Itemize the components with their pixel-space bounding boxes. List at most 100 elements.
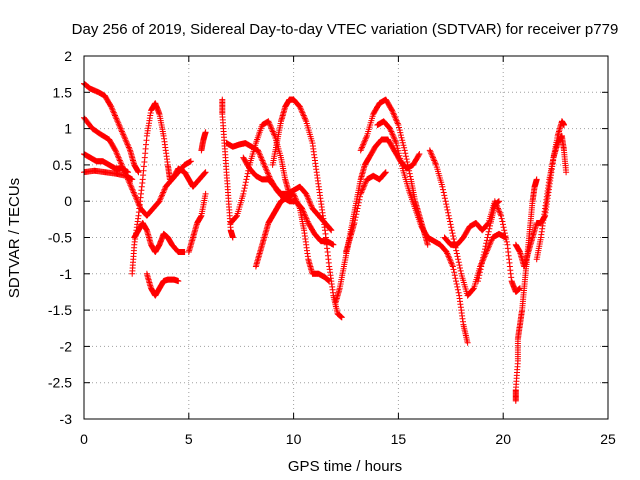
data-points [81, 80, 570, 404]
data-point [455, 256, 462, 263]
data-point [455, 259, 462, 266]
data-point [402, 153, 409, 160]
data-point [351, 220, 358, 226]
y-tick-label: -2 [60, 338, 73, 354]
data-point [354, 205, 361, 212]
data-point [330, 241, 337, 248]
data-point [257, 153, 264, 160]
data-point [123, 138, 130, 145]
data-point [478, 260, 485, 267]
data-point [362, 179, 369, 186]
data-point [157, 196, 164, 203]
data-point [107, 102, 114, 109]
data-point [355, 199, 362, 206]
data-point [255, 147, 261, 154]
data-point [241, 185, 248, 192]
data-point [406, 170, 413, 177]
data-point [451, 269, 458, 276]
data-point [442, 198, 449, 205]
data-point [297, 105, 304, 112]
data-point [431, 159, 438, 165]
data-point [382, 169, 389, 176]
data-point [448, 227, 455, 234]
data-point [352, 214, 359, 221]
data-point [403, 156, 410, 163]
data-point [243, 176, 250, 183]
data-point [407, 173, 414, 180]
data-point [256, 150, 263, 157]
data-point [362, 137, 369, 144]
x-axis-label: GPS time / hours [288, 458, 402, 475]
data-point [118, 127, 125, 134]
data-point [478, 263, 485, 270]
data-point [269, 127, 276, 134]
data-point [266, 119, 273, 126]
y-tick-labels: -3 -2.5 -2 -1.5 -1 -0.5 0 0.5 1 1.5 2 [48, 48, 72, 427]
data-point [455, 289, 462, 296]
data-point [305, 195, 312, 202]
data-point [446, 215, 453, 222]
data-point [501, 227, 508, 234]
y-tick-label: -1.5 [48, 302, 72, 318]
y-tick-label: -1 [60, 266, 73, 282]
data-point [397, 132, 404, 139]
data-point [388, 130, 395, 136]
data-point [264, 169, 271, 176]
data-point [415, 152, 422, 159]
data-point [133, 195, 140, 202]
data-point [390, 110, 397, 117]
y-tick-label: 1.5 [53, 84, 73, 100]
data-point [497, 211, 504, 218]
data-point [328, 227, 335, 234]
data-point [500, 224, 507, 231]
data-point [402, 150, 409, 157]
data-point [360, 185, 367, 192]
data-point [453, 247, 460, 254]
data-point [292, 195, 299, 202]
data-point [457, 265, 463, 271]
data-point [453, 250, 460, 257]
data-point [482, 243, 489, 250]
y-tick-label: 0 [64, 193, 72, 209]
y-tick-label: -3 [60, 411, 73, 427]
data-point [263, 166, 270, 173]
data-point [122, 135, 129, 142]
data-point [120, 132, 127, 139]
data-point [453, 281, 460, 287]
data-point [424, 241, 431, 248]
data-point [391, 113, 398, 120]
data-point [291, 192, 298, 199]
data-point [160, 188, 167, 194]
data-point [426, 147, 433, 154]
data-point [440, 189, 447, 196]
data-point [295, 202, 302, 209]
data-point [450, 236, 457, 242]
data-point [470, 286, 477, 292]
data-point [454, 286, 461, 293]
data-point [487, 222, 493, 229]
data-point [393, 140, 400, 147]
data-point [260, 159, 266, 165]
data-point [445, 212, 452, 219]
data-point [443, 204, 450, 210]
x-tick-label: 0 [80, 431, 88, 447]
data-point [479, 257, 486, 264]
data-point [108, 105, 115, 112]
data-point [439, 183, 446, 190]
data-point [481, 249, 488, 255]
data-point [242, 179, 249, 186]
data-point [443, 201, 450, 208]
data-point [202, 190, 209, 197]
data-point [361, 182, 368, 189]
data-point [124, 141, 131, 148]
data-point [129, 176, 136, 183]
data-point [441, 195, 448, 202]
data-point [477, 266, 484, 273]
data-point [158, 193, 165, 200]
data-point [244, 170, 251, 177]
data-point [498, 215, 505, 222]
data-point [447, 221, 454, 228]
data-point [298, 108, 305, 115]
y-tick-label: 1 [64, 121, 72, 137]
